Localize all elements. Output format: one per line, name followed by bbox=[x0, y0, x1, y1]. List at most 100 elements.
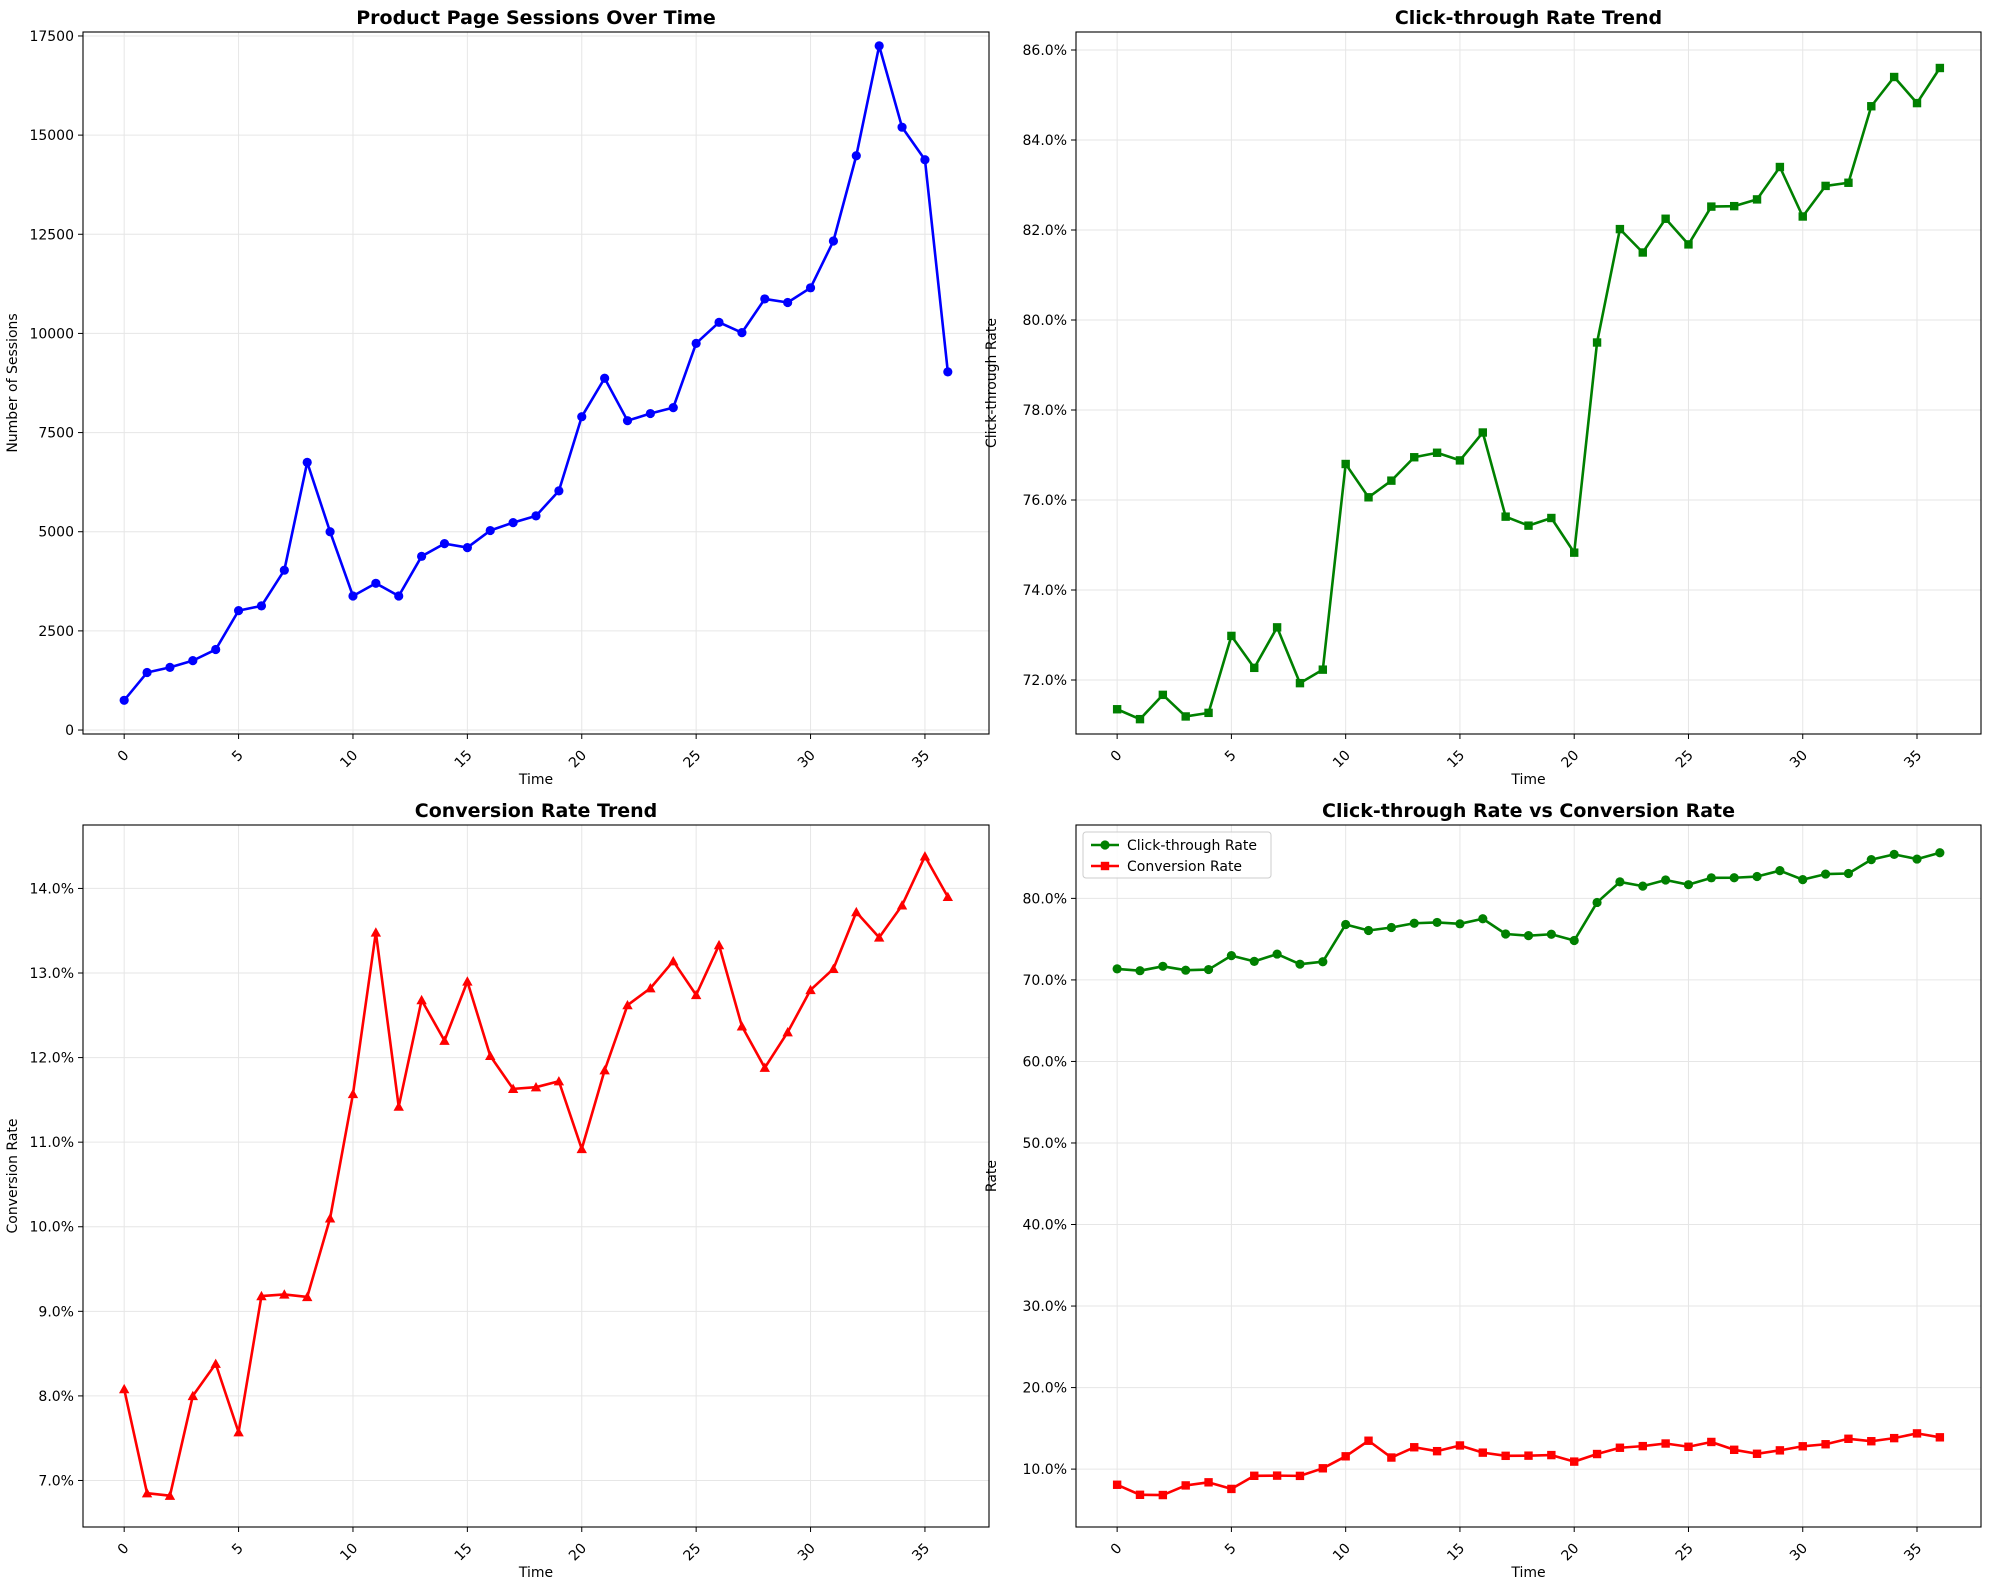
data-point bbox=[119, 695, 129, 705]
x-tick-label: 10 bbox=[1330, 747, 1354, 771]
data-point bbox=[324, 1213, 336, 1223]
chart-panel-2: 0 5 10 15 20 25 30 35 72.0% 74.0% 76.0% 78.0% 80.0% 8… bbox=[984, 7, 1982, 788]
data-point bbox=[1363, 925, 1374, 936]
x-tick-label: 0 bbox=[115, 1540, 133, 1558]
y-axis-label: Rate bbox=[984, 1160, 1000, 1192]
data-point bbox=[507, 1083, 519, 1094]
data-point bbox=[1341, 1452, 1350, 1461]
y-tick-label: 13.0% bbox=[30, 966, 74, 982]
x-tick-label: 30 bbox=[795, 747, 819, 771]
x-axis-label: Time bbox=[518, 772, 553, 788]
data-point bbox=[1250, 663, 1259, 673]
data-point bbox=[1592, 1449, 1602, 1459]
data-point bbox=[1227, 631, 1236, 641]
data-point bbox=[1524, 1451, 1533, 1460]
data-point bbox=[851, 906, 862, 917]
y-tick-label: 2500 bbox=[38, 624, 74, 640]
data-point bbox=[233, 606, 244, 616]
data-point bbox=[576, 1143, 587, 1154]
chart-panel-3: 0 5 10 15 20 25 30 35 7.0% 8.0% 9.0% 10.0% 11.0% 12.0… bbox=[5, 800, 990, 1581]
data-point bbox=[1387, 476, 1396, 485]
data-point bbox=[1227, 1484, 1236, 1494]
data-point bbox=[805, 283, 816, 293]
data-point bbox=[1707, 202, 1716, 211]
data-point bbox=[897, 122, 907, 132]
chart-title: Conversion Rate Trend bbox=[415, 800, 657, 822]
data-point bbox=[737, 328, 747, 338]
data-point bbox=[1478, 914, 1488, 924]
data-point bbox=[1615, 1443, 1625, 1452]
data-point bbox=[188, 656, 198, 666]
x-tick-label: 30 bbox=[1787, 747, 1811, 771]
data-point bbox=[302, 1291, 313, 1302]
data-point bbox=[1821, 181, 1830, 191]
data-point bbox=[1683, 880, 1694, 890]
data-point bbox=[164, 1490, 176, 1500]
x-tick-label: 5 bbox=[229, 747, 247, 765]
data-point bbox=[1318, 1464, 1328, 1473]
y-tick-label: 7500 bbox=[38, 426, 74, 442]
x-tick-label: 25 bbox=[1673, 1540, 1697, 1564]
y-tick-label: 12.0% bbox=[30, 1051, 74, 1067]
data-point bbox=[874, 41, 884, 51]
y-tick-label: 0 bbox=[65, 723, 74, 739]
y-tick-label: 80.0% bbox=[1023, 313, 1067, 329]
data-point bbox=[1843, 868, 1854, 879]
data-point bbox=[1867, 102, 1876, 111]
data-point bbox=[142, 667, 152, 678]
data-point bbox=[1386, 922, 1396, 933]
series-line-2 bbox=[1116, 1432, 1941, 1497]
x-tick-label: 35 bbox=[1901, 1540, 1925, 1564]
data-point bbox=[279, 565, 289, 575]
data-point bbox=[1638, 881, 1648, 891]
data-point bbox=[1318, 957, 1328, 967]
data-point bbox=[256, 601, 267, 611]
data-point bbox=[1295, 959, 1305, 969]
x-tick-label: 15 bbox=[1444, 1540, 1468, 1564]
legend: Click-through Rate Conversion Rate bbox=[1082, 831, 1272, 879]
data-point bbox=[1135, 966, 1145, 976]
data-point bbox=[942, 891, 954, 902]
data-point bbox=[1707, 1437, 1716, 1447]
data-point bbox=[1524, 521, 1533, 530]
data-point bbox=[1410, 1443, 1419, 1452]
data-point bbox=[1752, 195, 1762, 204]
x-axis-label: Time bbox=[1510, 1565, 1545, 1581]
data-point bbox=[1661, 1439, 1670, 1448]
data-point bbox=[1592, 897, 1602, 908]
data-point bbox=[165, 662, 175, 672]
data-point bbox=[1798, 212, 1807, 221]
data-point bbox=[531, 511, 541, 521]
data-point bbox=[1112, 1480, 1122, 1489]
data-point bbox=[668, 402, 678, 413]
data-point bbox=[508, 518, 518, 528]
data-point bbox=[462, 976, 473, 986]
data-point bbox=[279, 1289, 290, 1299]
data-point bbox=[760, 294, 770, 304]
data-point bbox=[600, 373, 610, 383]
data-point bbox=[1158, 690, 1168, 700]
data-point bbox=[782, 1027, 793, 1037]
y-tick-label: 72.0% bbox=[1023, 673, 1067, 689]
data-point bbox=[1615, 877, 1625, 887]
data-point bbox=[1547, 513, 1556, 523]
data-point bbox=[759, 1062, 770, 1072]
x-tick-label: 15 bbox=[1444, 747, 1468, 771]
data-point bbox=[1181, 1481, 1190, 1490]
x-axis-label: Time bbox=[1510, 772, 1545, 788]
data-point bbox=[485, 525, 495, 536]
data-point bbox=[1912, 1429, 1922, 1438]
data-point bbox=[1410, 453, 1419, 462]
data-point bbox=[1432, 1446, 1442, 1456]
x-tick-label: 35 bbox=[909, 747, 933, 771]
y-tick-label: 86.0% bbox=[1023, 43, 1067, 59]
data-point bbox=[828, 236, 839, 246]
data-point bbox=[1204, 1478, 1213, 1487]
data-point bbox=[1501, 1451, 1510, 1461]
axes-frame bbox=[82, 824, 990, 1528]
data-point bbox=[1226, 951, 1237, 961]
y-axis-label: Number of Sessions bbox=[5, 313, 21, 452]
data-point bbox=[416, 994, 427, 1005]
axes-frame bbox=[1075, 824, 1982, 1528]
chart-title: Click-through Rate Trend bbox=[1395, 7, 1662, 29]
